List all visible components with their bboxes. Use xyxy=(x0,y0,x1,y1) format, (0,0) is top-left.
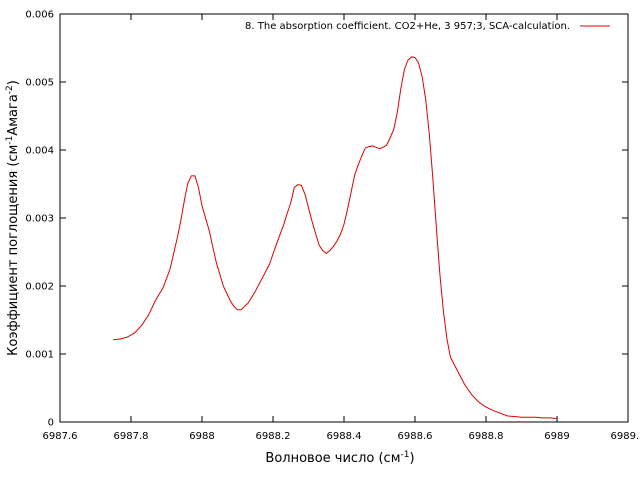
y-tick-label: 0.001 xyxy=(25,350,54,361)
plot-frame xyxy=(59,13,629,423)
series-group xyxy=(113,56,558,420)
x-tick-label: 6988.6 xyxy=(398,431,433,442)
y-axis-title: Коэффициент поглощения (см-1Амага-2) xyxy=(5,80,21,356)
y-tick-label: 0.006 xyxy=(25,10,54,21)
x-tick-label: 6987.8 xyxy=(114,431,149,442)
y-axis-title-sup1: -1 xyxy=(5,136,15,145)
legend-label: 8. The absorption coefficient. CO2+He, 3… xyxy=(245,21,570,32)
x-tick-label: 6988 xyxy=(189,431,214,442)
x-axis-title-main: Волновое число (см xyxy=(265,451,400,466)
y-tick-label: 0 xyxy=(48,418,54,429)
x-tick-label: 6987.6 xyxy=(43,431,78,442)
legend: 8. The absorption coefficient. CO2+He, 3… xyxy=(245,21,610,32)
y-ticks: 0 0.001 0.002 0.003 0.004 0.005 0.006 xyxy=(25,10,628,429)
x-axis-title-sup: -1 xyxy=(401,450,410,460)
x-ticks: 6987.6 6987.8 6988 6988.2 6988.4 6988.6 6988.8… xyxy=(43,14,640,442)
x-tick-label: 6989 xyxy=(544,431,569,442)
y-axis-title-part2: Амага xyxy=(6,94,21,135)
y-tick-label: 0.003 xyxy=(25,214,54,225)
y-tick-label: 0.004 xyxy=(25,146,54,157)
x-tick-label: 6988.4 xyxy=(327,431,362,442)
series-line xyxy=(113,56,558,420)
x-axis-title-end: ) xyxy=(409,451,414,466)
y-tick-label: 0.002 xyxy=(25,282,54,293)
x-tick-label: 6988.8 xyxy=(469,431,504,442)
y-axis-title-sup2: -2 xyxy=(5,85,15,94)
y-tick-label: 0.005 xyxy=(25,78,54,89)
y-axis-title-end: ) xyxy=(6,80,21,85)
x-axis-title: Волновое число (см-1) xyxy=(265,450,414,466)
x-tick-label: 6988.2 xyxy=(256,431,291,442)
x-tick-label: 6989.2 xyxy=(611,431,640,442)
y-axis-title-part1: Коэффициент поглощения (см xyxy=(6,145,21,356)
